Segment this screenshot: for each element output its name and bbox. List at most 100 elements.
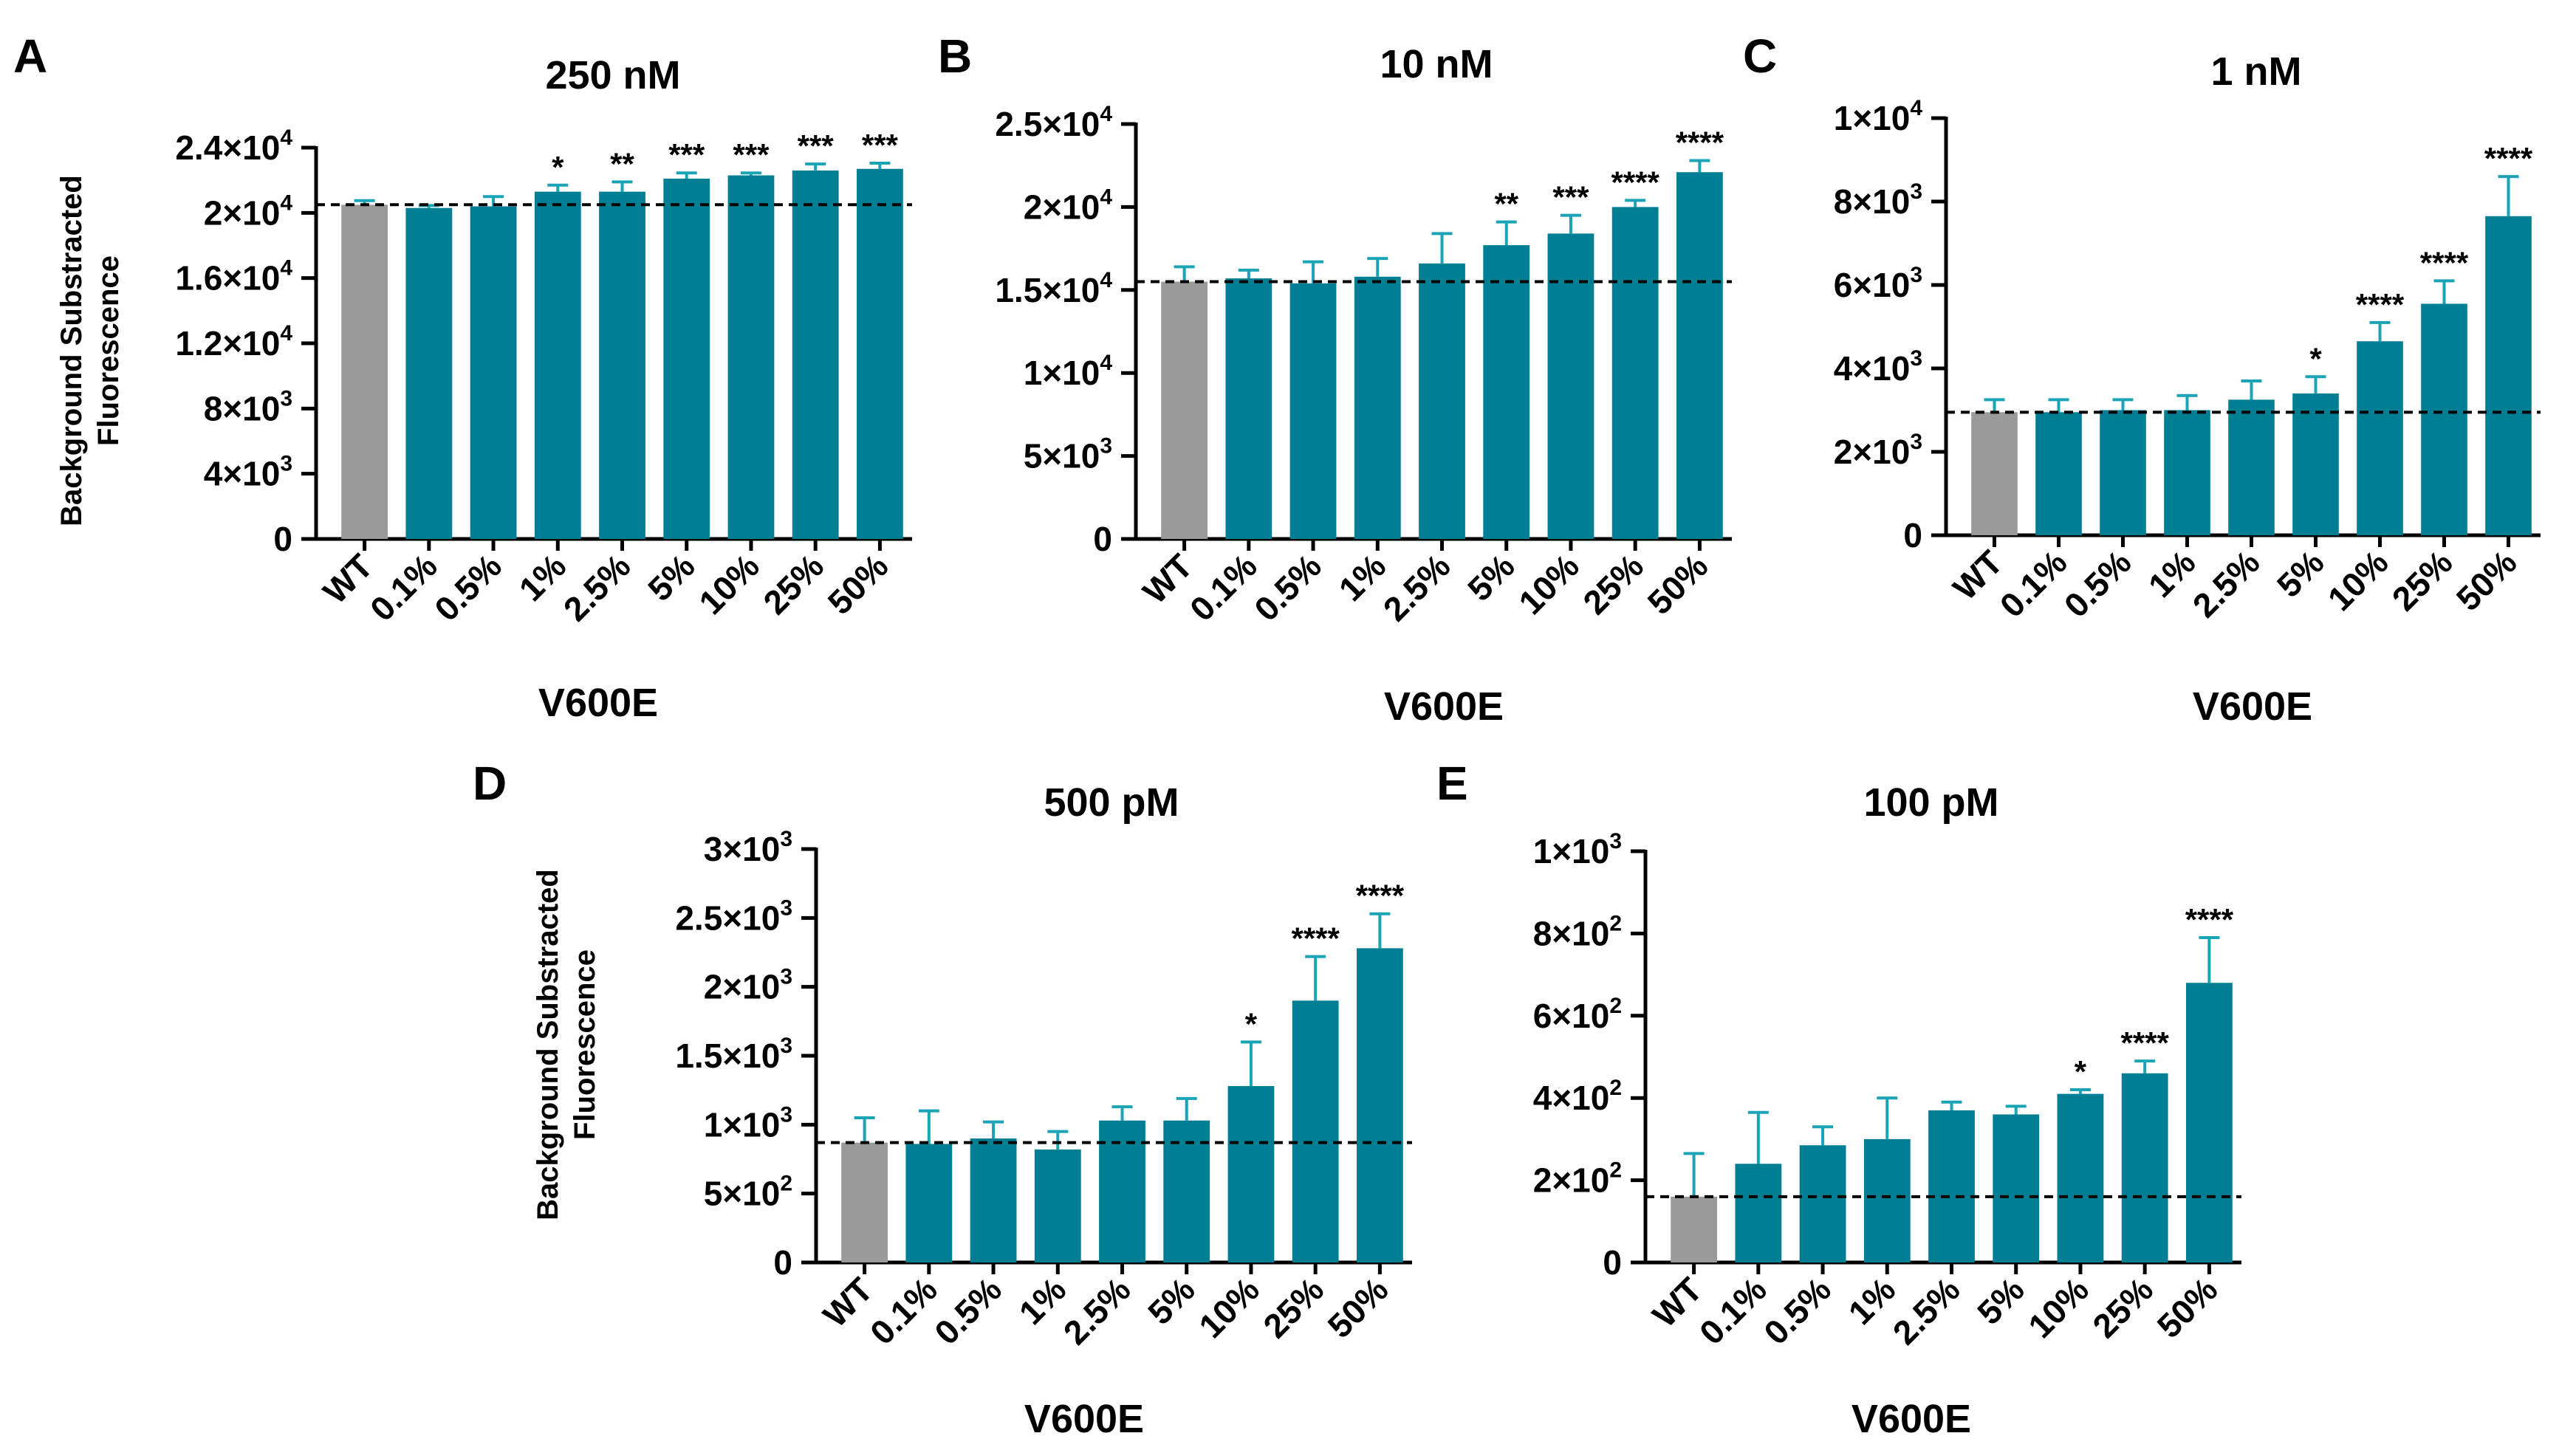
- chart-title-a: 250 nM: [545, 53, 680, 97]
- bar-d-0p5pct: [970, 1138, 1017, 1262]
- x-tick-label-e-25pct: 25%: [2085, 1270, 2160, 1345]
- y-tick-label-a: 2×104: [204, 190, 293, 232]
- significance-marker-a-2p5pct: **: [610, 146, 634, 181]
- significance-marker-a-1pct: *: [552, 150, 564, 185]
- bar-d-25pct: [1292, 1000, 1339, 1262]
- bar-e-1pct: [1863, 1138, 1911, 1262]
- x-axis-label-a: V600E: [538, 681, 658, 725]
- bar-c-1pct: [2164, 410, 2210, 535]
- bar-e-25pct: [2121, 1073, 2168, 1262]
- y-tick-label-a: 1.2×104: [175, 321, 292, 362]
- y-tick-label-b: 2.5×104: [995, 102, 1112, 143]
- y-tick-label-d: 2×103: [704, 965, 792, 1006]
- x-tick-label-e-5pct: 5%: [1970, 1270, 2032, 1332]
- significance-marker-e-10pct: *: [2075, 1054, 2087, 1089]
- significance-marker-a-10pct: ***: [733, 137, 770, 172]
- y-tick-label-b: 1×104: [1024, 351, 1113, 392]
- significance-marker-e-25pct: ****: [2120, 1025, 2169, 1060]
- y-tick-label-c: 8×103: [1834, 179, 1922, 221]
- y-axis-label-d-line1: Background Substracted: [532, 869, 564, 1220]
- x-tick-label-b-10pct: 10%: [1511, 546, 1586, 622]
- significance-marker-d-50pct: ****: [1356, 879, 1405, 913]
- y-tick-label-e: 4×102: [1533, 1076, 1622, 1117]
- panel-c: C 1 nM V600E 02×1034×1036×1038×1031×104W…: [1743, 30, 2541, 729]
- x-axis-label-c: V600E: [2193, 684, 2312, 729]
- bar-d-5pct: [1163, 1120, 1210, 1262]
- bar-c-0p5pct: [2100, 410, 2146, 535]
- significance-marker-e-50pct: ****: [2185, 902, 2234, 937]
- y-tick-label-c: 0: [1903, 516, 1922, 554]
- y-axis-label-a-line1: Background Substracted: [55, 175, 88, 526]
- significance-marker-b-5pct: **: [1494, 187, 1518, 221]
- bar-b-10pct: [1547, 233, 1594, 539]
- y-tick-label-d: 1×103: [704, 1102, 792, 1144]
- y-axis-label-d-line2: Fluorescence: [569, 949, 601, 1140]
- x-axis-label-b: V600E: [1384, 684, 1504, 729]
- x-tick-label-d-0p1pct: 0.1%: [863, 1270, 945, 1352]
- x-tick-label-c-5pct: 5%: [2270, 543, 2332, 605]
- bar-a-0p1pct: [405, 207, 453, 539]
- y-tick-label-e: 1×103: [1533, 829, 1622, 870]
- bar-c-wt: [1971, 412, 2018, 535]
- y-tick-label-c: 1×104: [1834, 96, 1923, 137]
- y-axis-label-a-line2: Fluorescence: [92, 255, 125, 446]
- bar-b-5pct: [1483, 245, 1530, 539]
- x-tick-label-b-5pct: 5%: [1460, 546, 1522, 608]
- significance-marker-a-25pct: ***: [798, 128, 835, 163]
- bar-d-2p5pct: [1099, 1120, 1145, 1262]
- significance-marker-b-10pct: ***: [1552, 180, 1589, 215]
- bar-a-25pct: [792, 170, 839, 539]
- plot-area-a: 04×1038×1031.2×1041.6×1042×1042.4×104WT0…: [175, 126, 912, 628]
- x-tick-label-d-5pct: 5%: [1140, 1270, 1202, 1332]
- significance-marker-b-25pct: ****: [1611, 165, 1659, 199]
- bar-d-50pct: [1356, 948, 1403, 1262]
- bar-c-2p5pct: [2228, 399, 2275, 535]
- y-tick-label-d: 5×102: [704, 1172, 792, 1213]
- bar-e-50pct: [2185, 983, 2233, 1262]
- y-tick-label-e: 6×102: [1533, 994, 1622, 1035]
- panel-d: D 500 pM Background Substracted Fluoresc…: [473, 757, 1412, 1441]
- significance-marker-c-5pct: *: [2309, 341, 2322, 376]
- bar-e-0p1pct: [1735, 1164, 1782, 1262]
- bar-b-25pct: [1611, 207, 1659, 539]
- bar-e-wt: [1671, 1196, 1718, 1262]
- panel-letter-c: C: [1743, 30, 1777, 83]
- y-tick-label-a: 2.4×104: [175, 126, 292, 167]
- panel-letter-a: A: [13, 30, 47, 83]
- significance-marker-c-25pct: ****: [2420, 245, 2469, 280]
- x-tick-label-e-0p5pct: 0.5%: [1756, 1270, 1838, 1352]
- x-tick-label-c-50pct: 50%: [2449, 543, 2524, 618]
- y-tick-label-e: 0: [1603, 1243, 1622, 1282]
- x-tick-label-d-0p5pct: 0.5%: [927, 1270, 1009, 1352]
- significance-marker-a-5pct: ***: [668, 137, 705, 172]
- y-tick-label-d: 0: [773, 1243, 792, 1282]
- y-tick-label-a: 4×103: [204, 452, 292, 493]
- x-tick-label-c-10pct: 10%: [2320, 543, 2396, 618]
- x-tick-label-a-0p1pct: 0.1%: [363, 546, 445, 628]
- x-tick-label-e-50pct: 50%: [2150, 1270, 2225, 1345]
- x-tick-label-a-25pct: 25%: [756, 546, 831, 622]
- panel-a: A 250 nM Background Substracted Fluoresc…: [13, 30, 912, 725]
- y-tick-label-a: 8×103: [204, 386, 292, 427]
- y-tick-label-b: 0: [1093, 520, 1112, 558]
- x-tick-label-e-2p5pct: 2.5%: [1885, 1270, 1967, 1352]
- bar-a-wt: [341, 205, 388, 539]
- bar-b-1pct: [1354, 276, 1401, 539]
- x-tick-label-d-50pct: 50%: [1320, 1270, 1396, 1345]
- x-tick-label-b-50pct: 50%: [1640, 546, 1716, 622]
- x-axis-label-e: V600E: [1852, 1397, 1971, 1441]
- x-tick-label-b-25pct: 25%: [1575, 546, 1651, 622]
- y-tick-label-d: 1.5×103: [675, 1034, 792, 1075]
- y-tick-label-b: 1.5×104: [995, 268, 1112, 309]
- x-tick-label-a-5pct: 5%: [640, 546, 702, 608]
- bar-d-0p1pct: [905, 1144, 953, 1262]
- bar-b-2p5pct: [1419, 263, 1465, 539]
- y-tick-label-d: 3×103: [704, 827, 792, 868]
- panel-letter-b: B: [938, 30, 972, 83]
- x-tick-label-d-10pct: 10%: [1191, 1270, 1267, 1345]
- x-tick-label-b-0p1pct: 0.1%: [1182, 546, 1264, 628]
- y-tick-label-e: 8×102: [1533, 911, 1622, 952]
- x-tick-label-c-0p5pct: 0.5%: [2057, 543, 2139, 625]
- y-tick-label-e: 2×102: [1533, 1158, 1622, 1200]
